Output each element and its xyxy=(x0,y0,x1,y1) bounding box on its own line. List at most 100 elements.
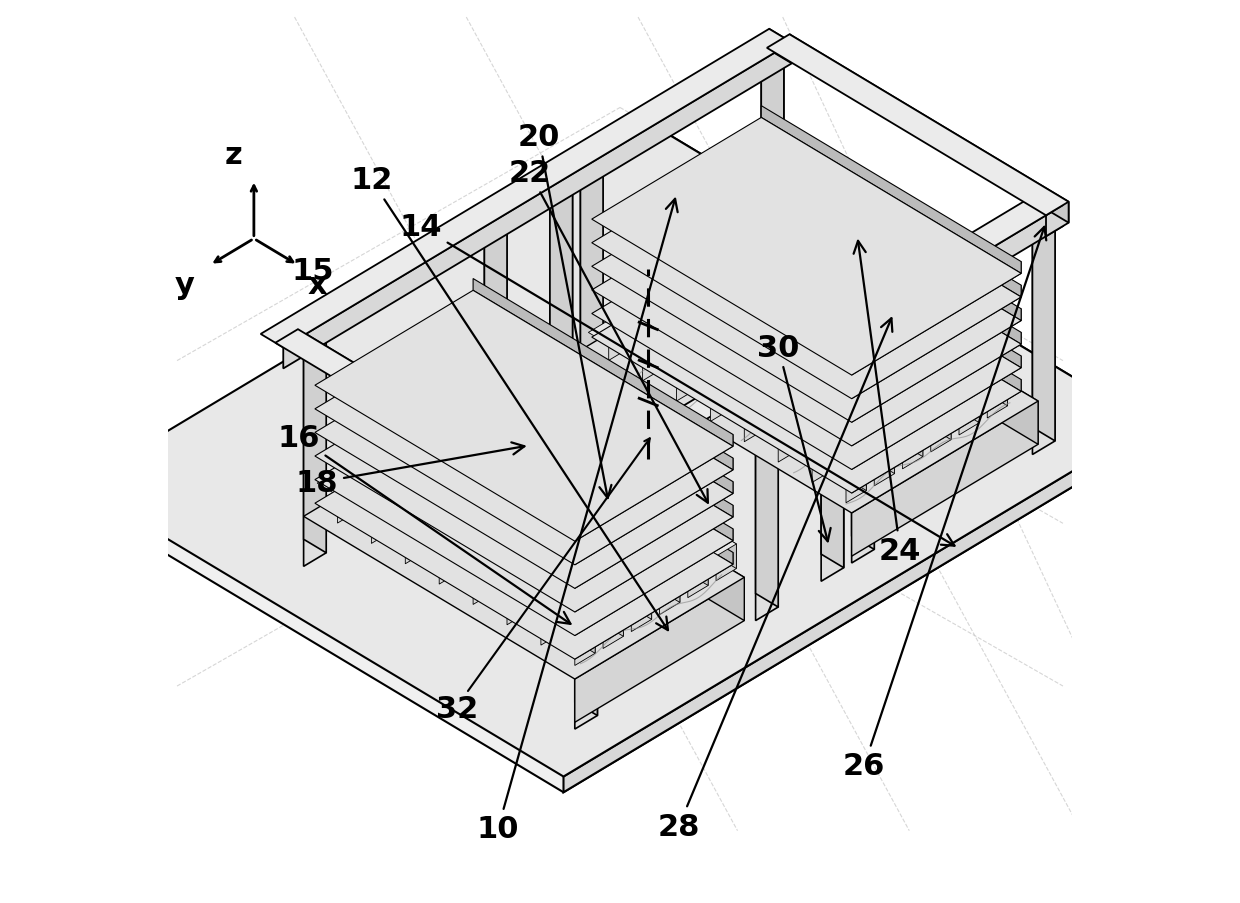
Text: 18: 18 xyxy=(296,442,525,498)
Text: 14: 14 xyxy=(399,213,955,546)
Polygon shape xyxy=(260,30,792,348)
Polygon shape xyxy=(527,172,573,200)
Polygon shape xyxy=(507,572,527,613)
Polygon shape xyxy=(281,320,326,347)
Polygon shape xyxy=(626,544,646,582)
Polygon shape xyxy=(792,440,832,464)
Polygon shape xyxy=(616,294,657,319)
Polygon shape xyxy=(688,554,708,598)
Polygon shape xyxy=(715,532,737,569)
Polygon shape xyxy=(831,297,872,321)
Polygon shape xyxy=(815,386,856,410)
Polygon shape xyxy=(761,154,1022,321)
Polygon shape xyxy=(485,425,505,464)
Polygon shape xyxy=(852,262,1022,376)
Polygon shape xyxy=(812,452,832,483)
Polygon shape xyxy=(903,426,923,470)
Polygon shape xyxy=(656,352,697,377)
Polygon shape xyxy=(841,411,861,453)
Polygon shape xyxy=(892,340,911,383)
Polygon shape xyxy=(779,424,799,462)
Polygon shape xyxy=(536,579,556,609)
Polygon shape xyxy=(642,339,663,369)
Polygon shape xyxy=(662,518,703,543)
Polygon shape xyxy=(826,463,867,488)
Polygon shape xyxy=(799,334,843,361)
Polygon shape xyxy=(766,358,787,388)
Polygon shape xyxy=(837,319,878,343)
Polygon shape xyxy=(474,303,733,470)
Polygon shape xyxy=(554,206,1063,532)
Polygon shape xyxy=(474,570,494,605)
Polygon shape xyxy=(684,345,725,369)
Polygon shape xyxy=(525,486,544,522)
Polygon shape xyxy=(761,130,1022,298)
Polygon shape xyxy=(892,352,911,395)
Polygon shape xyxy=(830,342,849,379)
Polygon shape xyxy=(786,391,827,415)
Polygon shape xyxy=(817,275,838,304)
Polygon shape xyxy=(591,237,1022,493)
Polygon shape xyxy=(804,303,843,328)
Polygon shape xyxy=(954,343,973,386)
Polygon shape xyxy=(959,393,980,424)
Polygon shape xyxy=(580,239,1038,513)
Polygon shape xyxy=(761,200,1022,368)
Polygon shape xyxy=(315,291,733,542)
Text: x: x xyxy=(308,270,327,299)
Polygon shape xyxy=(919,340,940,377)
Polygon shape xyxy=(677,365,697,402)
Polygon shape xyxy=(547,424,567,467)
Polygon shape xyxy=(627,500,668,525)
Polygon shape xyxy=(790,290,810,321)
Polygon shape xyxy=(558,154,603,181)
Polygon shape xyxy=(507,583,527,625)
Polygon shape xyxy=(479,402,498,439)
Polygon shape xyxy=(575,529,733,636)
Polygon shape xyxy=(580,450,601,488)
Text: y: y xyxy=(175,270,195,299)
Polygon shape xyxy=(551,172,573,405)
Polygon shape xyxy=(583,595,624,619)
Polygon shape xyxy=(611,591,652,615)
Polygon shape xyxy=(603,607,624,648)
Polygon shape xyxy=(337,471,358,511)
Polygon shape xyxy=(790,35,1069,223)
Polygon shape xyxy=(761,59,784,293)
Polygon shape xyxy=(554,497,577,532)
Polygon shape xyxy=(739,45,784,72)
Polygon shape xyxy=(866,313,906,338)
Polygon shape xyxy=(931,409,951,441)
Polygon shape xyxy=(897,405,918,433)
Polygon shape xyxy=(773,388,792,425)
Polygon shape xyxy=(439,544,460,573)
Polygon shape xyxy=(591,212,1022,470)
Polygon shape xyxy=(688,543,708,586)
Polygon shape xyxy=(591,531,613,574)
Polygon shape xyxy=(337,483,358,524)
Text: 12: 12 xyxy=(350,166,668,630)
Polygon shape xyxy=(448,523,487,547)
Polygon shape xyxy=(575,553,733,659)
Polygon shape xyxy=(686,253,708,487)
Polygon shape xyxy=(682,530,703,561)
Polygon shape xyxy=(351,498,392,523)
Polygon shape xyxy=(863,369,883,399)
Polygon shape xyxy=(885,326,906,358)
Polygon shape xyxy=(575,482,733,589)
Polygon shape xyxy=(746,345,787,369)
Polygon shape xyxy=(682,518,703,548)
Polygon shape xyxy=(739,362,759,393)
Polygon shape xyxy=(835,386,856,416)
Polygon shape xyxy=(830,316,874,343)
Polygon shape xyxy=(843,369,883,394)
Polygon shape xyxy=(967,364,1008,388)
Polygon shape xyxy=(591,165,1022,423)
Polygon shape xyxy=(631,602,652,632)
Polygon shape xyxy=(575,614,595,654)
Polygon shape xyxy=(552,489,573,517)
Polygon shape xyxy=(315,338,733,589)
Polygon shape xyxy=(733,318,754,356)
Text: z: z xyxy=(226,141,243,170)
Polygon shape xyxy=(435,452,476,477)
